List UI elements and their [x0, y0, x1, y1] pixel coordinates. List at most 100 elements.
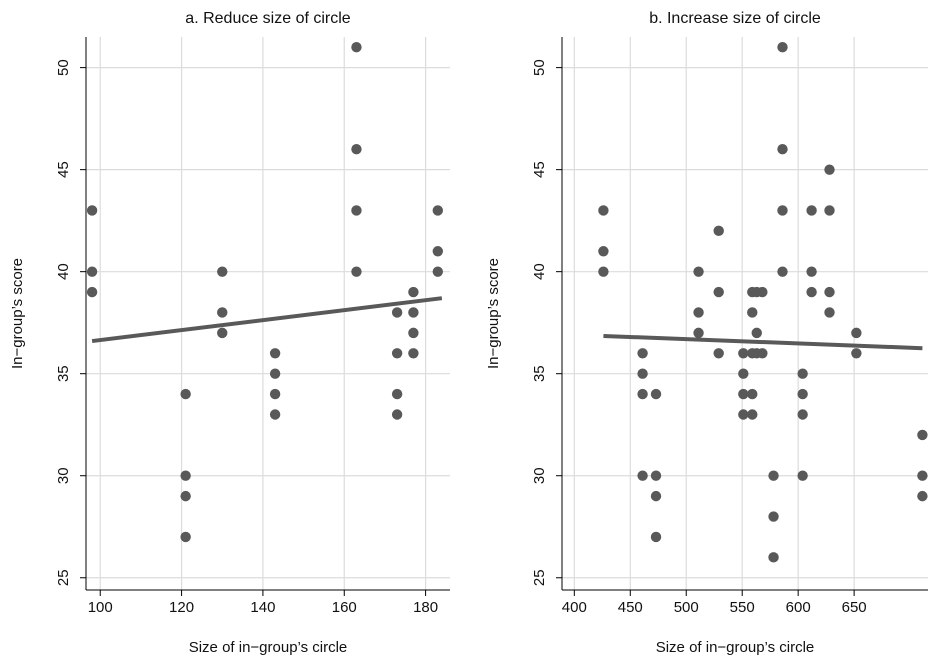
y-tick-label: 35 — [55, 365, 72, 382]
point — [806, 286, 817, 298]
point — [408, 348, 419, 359]
point — [777, 144, 788, 155]
x-tick-label: 550 — [730, 599, 755, 616]
point — [269, 348, 281, 359]
point — [86, 266, 98, 277]
y-tick-label: 50 — [55, 59, 72, 76]
point — [432, 246, 443, 257]
point — [797, 409, 808, 420]
y-tick-label: 40 — [55, 263, 72, 280]
fit-line — [603, 333, 923, 351]
x-tick-label: 120 — [169, 599, 194, 616]
point — [797, 368, 808, 379]
point — [693, 266, 704, 277]
point — [693, 307, 704, 318]
point — [806, 266, 817, 277]
point — [391, 307, 403, 318]
point — [391, 409, 403, 420]
point — [757, 286, 768, 298]
x-tick-label: 500 — [674, 599, 699, 616]
point — [917, 470, 928, 481]
point — [738, 348, 749, 359]
point — [408, 286, 419, 298]
point — [738, 409, 749, 420]
chart-title: a. Reduce size of circle — [185, 10, 351, 27]
point — [351, 144, 362, 155]
x-tick-label: 180 — [413, 599, 438, 616]
point — [806, 205, 817, 216]
point — [747, 388, 758, 400]
point — [180, 531, 191, 543]
point — [408, 327, 419, 339]
y-tick-label: 45 — [531, 161, 548, 178]
point — [713, 225, 724, 237]
point — [768, 552, 779, 563]
point — [851, 327, 862, 339]
point — [768, 511, 779, 522]
point — [637, 388, 648, 400]
point — [797, 470, 808, 481]
x-tick-label: 140 — [250, 599, 275, 616]
point — [432, 205, 443, 216]
point — [768, 470, 779, 481]
x-axis-title: Size of in−group’s circle — [189, 639, 348, 656]
point — [777, 266, 788, 277]
point — [824, 286, 835, 298]
point — [180, 470, 191, 481]
point — [797, 388, 808, 400]
point — [269, 368, 281, 379]
x-tick-label: 450 — [618, 599, 643, 616]
point — [917, 490, 928, 502]
point — [917, 429, 928, 441]
x-tick-label: 650 — [842, 599, 867, 616]
point — [650, 490, 662, 502]
y-tick-label: 45 — [55, 161, 72, 178]
x-tick-label: 600 — [786, 599, 811, 616]
point — [637, 348, 648, 359]
y-tick-label: 40 — [531, 263, 548, 280]
point — [713, 348, 724, 359]
point — [851, 348, 862, 359]
y-tick-label: 25 — [531, 569, 548, 586]
point — [86, 205, 98, 216]
point — [751, 327, 762, 339]
point — [637, 368, 648, 379]
point — [269, 388, 281, 400]
point — [824, 164, 835, 175]
point — [351, 205, 362, 216]
point — [598, 266, 609, 277]
fit-line — [91, 296, 443, 344]
point — [217, 266, 228, 277]
point — [86, 286, 98, 298]
point — [217, 327, 228, 339]
point — [650, 388, 662, 400]
point — [351, 266, 362, 277]
point — [217, 307, 228, 318]
point — [650, 470, 662, 481]
point — [391, 348, 403, 359]
point — [824, 307, 835, 318]
y-axis-title: In−group’s score — [9, 258, 26, 369]
point — [598, 205, 609, 216]
point — [351, 42, 362, 53]
point — [269, 409, 281, 420]
point — [747, 409, 758, 420]
y-tick-label: 35 — [531, 365, 548, 382]
point — [180, 388, 191, 400]
y-axis-title: In−group’s score — [485, 258, 502, 369]
point — [777, 205, 788, 216]
point — [408, 307, 419, 318]
y-tick-label: 30 — [55, 467, 72, 484]
chart-title: b. Increase size of circle — [649, 10, 821, 27]
point — [757, 348, 768, 359]
point — [391, 388, 403, 400]
point — [738, 388, 749, 400]
point — [693, 327, 704, 339]
point — [747, 307, 758, 318]
point — [824, 205, 835, 216]
y-tick-label: 25 — [55, 569, 72, 586]
point — [432, 266, 443, 277]
x-tick-label: 160 — [332, 599, 357, 616]
point — [598, 246, 609, 257]
point — [777, 42, 788, 53]
